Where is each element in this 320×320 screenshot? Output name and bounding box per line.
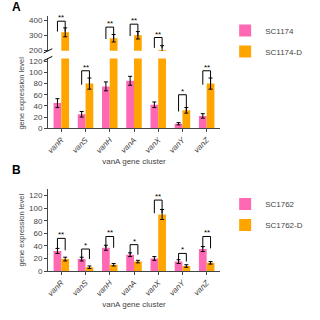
svg-text:SC1174: SC1174 (265, 27, 294, 36)
svg-text:B: B (12, 163, 21, 177)
svg-text:A: A (12, 0, 21, 14)
svg-text:**: ** (155, 30, 161, 39)
svg-text:**: ** (204, 63, 210, 72)
svg-text:vanX: vanX (143, 278, 163, 298)
svg-text:400: 400 (29, 16, 43, 25)
svg-text:*: * (181, 245, 184, 254)
svg-text:200: 200 (29, 46, 43, 55)
svg-text:vanS: vanS (71, 278, 91, 298)
svg-text:SC1762: SC1762 (265, 200, 294, 209)
svg-text:40: 40 (33, 102, 42, 111)
svg-text:vanA gene cluster: vanA gene cluster (102, 300, 166, 309)
svg-text:20: 20 (33, 113, 42, 122)
svg-text:*: * (84, 241, 87, 250)
svg-text:vanX: vanX (143, 135, 163, 155)
svg-text:100: 100 (29, 68, 43, 77)
svg-text:vanY: vanY (167, 135, 187, 155)
svg-text:**: ** (107, 228, 113, 237)
svg-text:0: 0 (38, 267, 43, 276)
svg-text:**: ** (155, 192, 161, 201)
svg-text:60: 60 (33, 91, 42, 100)
svg-text:vanH: vanH (94, 278, 114, 298)
svg-text:vanS: vanS (71, 135, 91, 155)
svg-text:gene expression level: gene expression level (17, 57, 26, 130)
svg-text:**: ** (58, 230, 64, 239)
svg-text:20: 20 (33, 254, 42, 263)
svg-text:vanZ: vanZ (192, 135, 212, 155)
svg-text:vanA: vanA (119, 136, 138, 155)
svg-text:vanZ: vanZ (192, 278, 212, 298)
svg-text:vanR: vanR (46, 136, 66, 156)
svg-text:vanA: vanA (119, 278, 138, 297)
svg-text:120: 120 (29, 57, 43, 66)
svg-text:SC1762-D: SC1762-D (265, 221, 303, 230)
svg-text:120: 120 (29, 191, 43, 200)
svg-text:80: 80 (33, 79, 42, 88)
svg-text:60: 60 (33, 229, 42, 238)
svg-text:vanY: vanY (167, 278, 187, 298)
svg-text:vanR: vanR (46, 278, 66, 298)
svg-text:**: ** (107, 19, 113, 28)
svg-text:100: 100 (29, 204, 43, 213)
svg-text:40: 40 (33, 242, 42, 251)
svg-text:**: ** (204, 228, 210, 237)
svg-text:SC1174-D: SC1174-D (265, 48, 302, 57)
svg-text:vanA gene cluster: vanA gene cluster (102, 157, 166, 166)
svg-text:0: 0 (38, 124, 43, 133)
svg-text:300: 300 (29, 31, 43, 40)
svg-text:*: * (133, 237, 136, 246)
svg-text:80: 80 (33, 217, 42, 226)
svg-text:**: ** (131, 16, 137, 25)
svg-text:**: ** (58, 13, 64, 22)
svg-text:vanH: vanH (94, 136, 114, 156)
svg-text:**: ** (83, 63, 89, 72)
svg-text:*: * (181, 87, 184, 96)
svg-text:gene expression level: gene expression level (17, 194, 26, 267)
